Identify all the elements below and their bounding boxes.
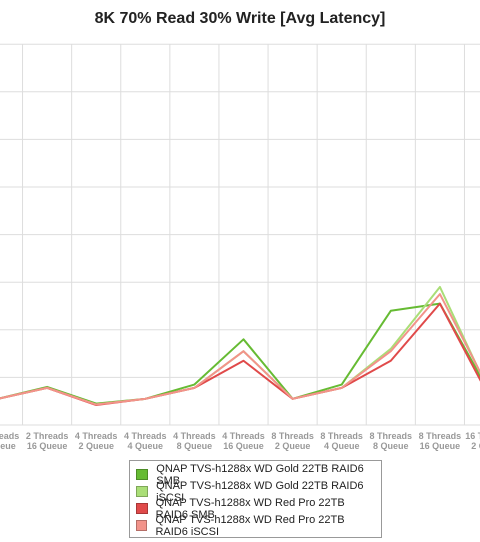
series-lines [0,285,480,407]
legend-label: QNAP TVS-h1288x WD Red Pro 22TB RAID6 iS… [155,513,345,538]
x-tick-label: 2 Threads 16 Queue [26,431,69,451]
legend-swatch [136,503,148,514]
x-tick-label: 8 Threads 4 Queue [320,431,363,451]
legend-label: QNAP TVS-h1288x WD Red Pro 22TB RAID6 SM… [155,496,345,521]
legend-swatch [136,520,148,531]
x-tick-label: 8 Threads 16 Queue [419,431,462,451]
grid [0,43,480,426]
legend-item[interactable]: QNAP TVS-h1288x WD Gold 22TB RAID6 SMB [136,463,375,487]
legend-item[interactable]: QNAP TVS-h1288x WD Red Pro 22TB RAID6 SM… [136,497,375,521]
x-tick-label: 8 Threads 8 Queue [370,431,413,451]
x-tick-label: 4 Threads 16 Queue [222,431,265,451]
legend-label: QNAP TVS-h1288x WD Gold 22TB RAID6 SMB [156,462,364,487]
legend-item[interactable]: QNAP TVS-h1288x WD Red Pro 22TB RAID6 iS… [136,514,375,538]
chart-title: 8K 70% Read 30% Write [Avg Latency] [94,10,386,27]
legend-item[interactable]: QNAP TVS-h1288x WD Gold 22TB RAID6 iSCSI [136,480,375,504]
legend-swatch [136,486,149,497]
x-tick-label: 4 Threads 8 Queue [173,431,216,451]
x-tick-label: 4 Threads 2 Queue [75,431,118,451]
legend-swatch [136,469,149,480]
legend-label: QNAP TVS-h1288x WD Gold 22TB RAID6 iSCSI [156,479,364,504]
series-line [0,293,480,406]
legend: QNAP TVS-h1288x WD Gold 22TB RAID6 SMB QN… [129,460,382,538]
x-tick-label: 4 Threads 4 Queue [124,431,167,451]
x-tick-label: 8 Threads 2 Queue [271,431,314,451]
